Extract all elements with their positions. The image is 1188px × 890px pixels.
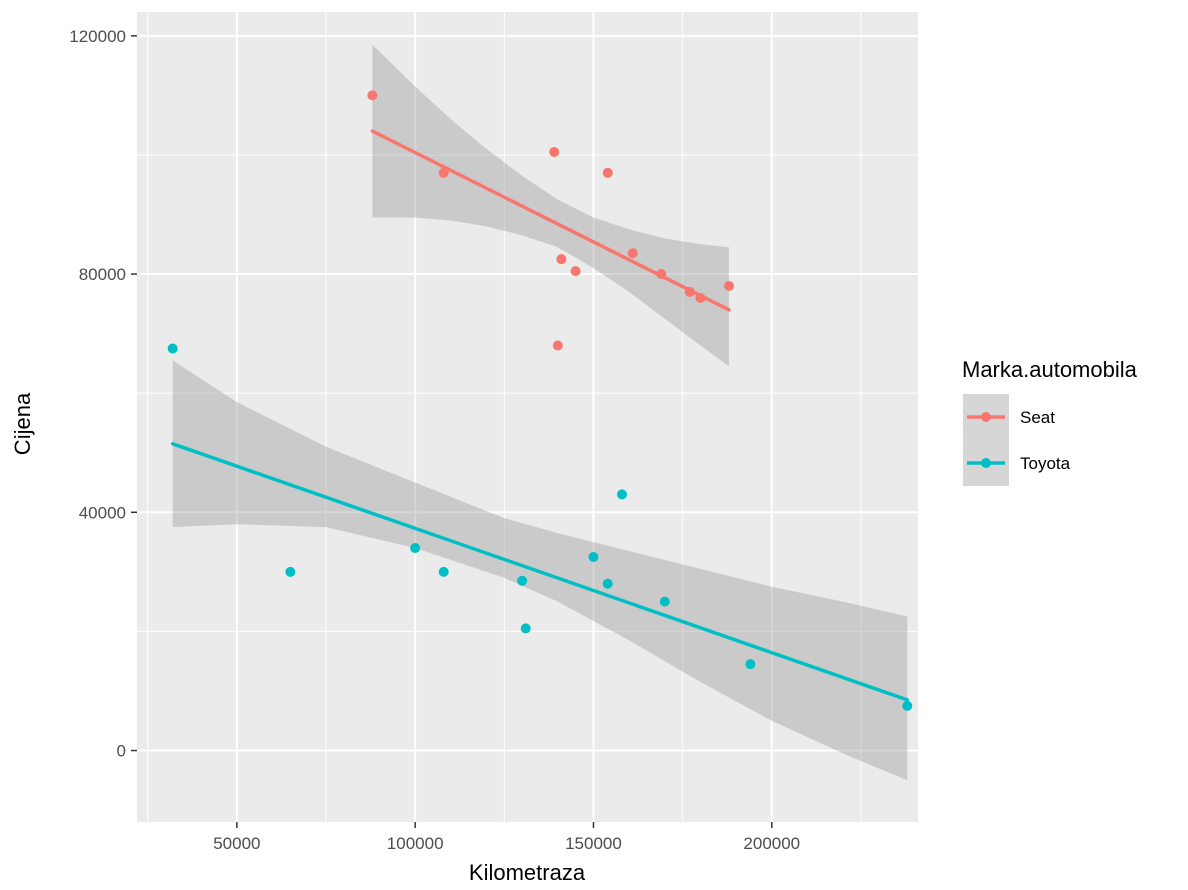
x-axis-title: Kilometraza: [469, 860, 586, 885]
y-tick-label: 40000: [79, 503, 126, 522]
data-point-toyota: [602, 578, 613, 589]
data-point-seat: [438, 167, 449, 178]
data-point-seat: [627, 248, 638, 259]
y-tick-label: 120000: [69, 27, 126, 46]
data-point-seat: [723, 280, 734, 291]
x-tick-label: 50000: [213, 834, 260, 853]
data-point-toyota: [902, 700, 913, 711]
x-tick-label: 100000: [387, 834, 444, 853]
data-point-seat: [556, 254, 567, 265]
data-point-toyota: [588, 551, 599, 562]
data-point-seat: [367, 90, 378, 101]
legend: Marka.automobila Seat Toyota: [962, 357, 1138, 486]
legend-title: Marka.automobila: [962, 357, 1138, 382]
plot-panel-background: [137, 12, 918, 822]
axes: 50000 100000 150000 200000 0 40000 80000 120000: [69, 27, 800, 853]
legend-label-seat: Seat: [1020, 408, 1055, 427]
data-point-toyota: [520, 623, 531, 634]
data-point-seat: [549, 146, 560, 157]
data-point-seat: [552, 340, 563, 351]
data-point-seat: [602, 167, 613, 178]
data-point-seat: [695, 292, 706, 303]
legend-key-point-seat: [981, 412, 991, 422]
regression-line-toyota: [170, 442, 910, 702]
data-point-toyota: [517, 575, 528, 586]
data-point-toyota: [410, 543, 421, 554]
data-point-seat: [570, 266, 581, 277]
data-point-toyota: [438, 566, 449, 577]
legend-label-toyota: Toyota: [1020, 454, 1071, 473]
plot-panel: [137, 12, 918, 822]
data-point-toyota: [285, 566, 296, 577]
x-tick-label: 150000: [565, 834, 622, 853]
data-point-toyota: [617, 489, 628, 500]
x-tick-label: 200000: [743, 834, 800, 853]
data-point-toyota: [167, 343, 178, 354]
data-point-toyota: [745, 659, 756, 670]
confidence-band-seat: [372, 44, 729, 367]
legend-key-point-toyota: [981, 458, 991, 468]
data-points: [167, 90, 913, 711]
data-point-seat: [684, 286, 695, 297]
data-point-seat: [656, 269, 667, 280]
y-axis-title: Cijena: [10, 392, 35, 455]
y-tick-label: 0: [117, 742, 126, 761]
y-tick-label: 80000: [79, 265, 126, 284]
regression-lines: [170, 129, 910, 702]
regression-line-seat: [370, 129, 731, 312]
data-point-toyota: [659, 596, 670, 607]
